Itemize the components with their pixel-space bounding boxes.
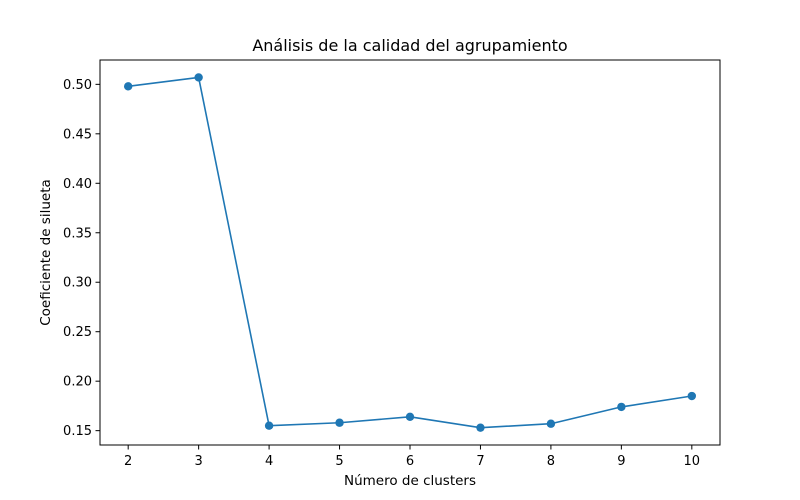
y-tick-label: 0.50 — [63, 78, 92, 93]
data-point — [617, 402, 626, 412]
y-tick-label: 0.30 — [63, 276, 92, 291]
x-tick-label: 8 — [547, 454, 555, 469]
chart-title: Análisis de la calidad del agrupamiento — [252, 36, 567, 55]
y-tick-label: 0.20 — [63, 375, 92, 390]
y-tick-label: 0.40 — [63, 177, 92, 192]
x-axis-label: Número de clusters — [344, 473, 476, 489]
y-tick-label: 0.35 — [63, 226, 92, 241]
y-tick-label: 0.25 — [63, 325, 92, 340]
data-point — [335, 418, 344, 427]
data-point — [476, 423, 485, 432]
x-tick-label: 6 — [406, 454, 414, 469]
data-point — [123, 82, 133, 91]
series-line — [128, 76, 692, 429]
data-point — [194, 73, 203, 82]
data-point — [546, 419, 556, 428]
x-tick-label: 7 — [476, 454, 484, 469]
x-tick-label: 2 — [124, 454, 132, 469]
x-tick-label: 10 — [684, 454, 701, 469]
y-tick-label: 0.45 — [63, 127, 92, 142]
series-layer — [123, 73, 697, 432]
data-point — [405, 412, 415, 422]
x-tick-label: 5 — [335, 454, 343, 469]
data-point — [687, 391, 697, 401]
y-axis-label: Coeficiente de silueta — [38, 179, 54, 326]
x-tick-label: 3 — [194, 454, 202, 469]
axis-ticks: 2 3 4 5 6 7 8 9 10 0.15 0.20 0.25 0.30 0.35 0.40 0.45 0.… — [63, 78, 700, 469]
x-tick-label: 4 — [265, 454, 273, 469]
plot-area-frame — [99, 59, 721, 446]
x-tick-label: 9 — [617, 454, 625, 469]
data-point — [264, 421, 274, 430]
y-tick-label: 0.15 — [63, 424, 92, 439]
